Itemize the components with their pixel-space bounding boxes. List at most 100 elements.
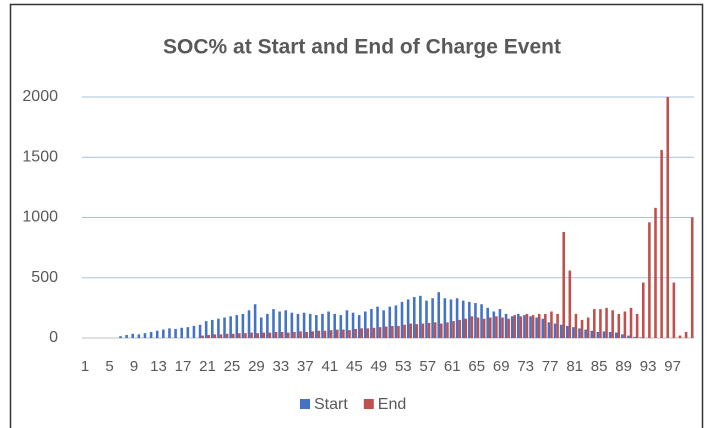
bar — [562, 231, 565, 338]
y-tick-label: 2000 — [22, 88, 58, 105]
bar — [666, 97, 670, 338]
bar — [198, 324, 202, 338]
bar — [427, 322, 431, 338]
bar — [446, 322, 449, 338]
bar — [468, 301, 471, 338]
bar — [204, 321, 208, 338]
bar — [605, 307, 608, 338]
bar — [333, 313, 336, 338]
bar — [259, 317, 263, 338]
bar — [376, 306, 379, 338]
bar — [541, 318, 545, 338]
bar — [602, 331, 606, 338]
chart-frame — [9, 3, 704, 428]
bar — [244, 333, 247, 338]
bar — [360, 328, 364, 338]
bar — [394, 305, 398, 338]
bar — [443, 298, 447, 338]
x-tick-label: 49 — [370, 358, 387, 375]
bar — [280, 331, 284, 338]
bar — [174, 328, 177, 338]
bar — [449, 299, 453, 338]
bar — [327, 311, 330, 338]
bar — [482, 318, 486, 338]
legend-label: Start — [314, 396, 348, 413]
bar — [621, 334, 624, 338]
bar — [596, 331, 600, 338]
bar — [180, 327, 183, 338]
chart-title: SOC% at Start and End of Charge Event — [163, 36, 561, 59]
bar — [351, 312, 355, 338]
bar — [305, 331, 308, 338]
x-tick-label: 29 — [248, 358, 265, 375]
bar — [578, 328, 581, 338]
bar — [256, 333, 259, 338]
bar — [519, 316, 523, 338]
bar — [513, 315, 517, 338]
bar — [593, 309, 596, 338]
bar — [529, 316, 532, 338]
bar — [219, 334, 223, 338]
bar — [488, 317, 492, 338]
x-tick-label: 9 — [130, 358, 138, 375]
bar — [406, 299, 410, 338]
bar — [388, 306, 392, 338]
legend-swatch — [363, 399, 374, 409]
bar — [290, 312, 294, 338]
bar — [384, 326, 388, 338]
bar — [372, 327, 376, 338]
bar — [672, 282, 676, 338]
x-tick-label: 85 — [591, 358, 608, 375]
bar — [535, 317, 538, 338]
bar — [235, 315, 239, 338]
bar — [272, 309, 275, 338]
bar — [149, 331, 153, 338]
bar — [425, 300, 428, 338]
bar — [584, 329, 587, 338]
bar — [315, 315, 318, 338]
bar — [525, 313, 529, 338]
x-tick-label: 61 — [444, 358, 461, 375]
bar — [623, 311, 627, 338]
x-tick-label: 57 — [419, 358, 436, 375]
x-tick-label: 53 — [395, 358, 412, 375]
bar — [412, 297, 416, 338]
bar — [302, 312, 306, 338]
x-tick-label: 41 — [322, 358, 339, 375]
bar — [229, 316, 232, 338]
legend-label: End — [378, 396, 406, 413]
bar — [364, 311, 367, 338]
legend-swatch — [300, 399, 310, 409]
bar — [366, 328, 370, 338]
bar — [559, 324, 563, 338]
bar — [510, 316, 514, 338]
bar — [580, 319, 584, 338]
bar — [207, 334, 211, 338]
bar — [470, 316, 474, 338]
bar — [461, 300, 465, 338]
bar — [213, 334, 217, 338]
bar — [409, 323, 412, 338]
bar — [565, 325, 569, 338]
x-tick-label: 73 — [517, 358, 534, 375]
bar — [278, 311, 281, 338]
bar — [345, 310, 349, 338]
bar — [253, 304, 257, 338]
bar — [614, 332, 618, 338]
bar — [433, 322, 437, 338]
bar — [296, 313, 300, 338]
bar — [137, 334, 141, 338]
bar — [590, 330, 594, 338]
bar — [266, 313, 269, 338]
y-tick-label: 1000 — [22, 209, 58, 226]
bar — [458, 319, 461, 338]
bar — [627, 335, 630, 338]
x-tick-label: 17 — [175, 358, 192, 375]
bar — [125, 334, 128, 338]
bar — [629, 307, 633, 338]
bar — [274, 331, 278, 338]
bar — [635, 313, 639, 338]
bar — [504, 313, 508, 338]
bar — [317, 330, 321, 338]
